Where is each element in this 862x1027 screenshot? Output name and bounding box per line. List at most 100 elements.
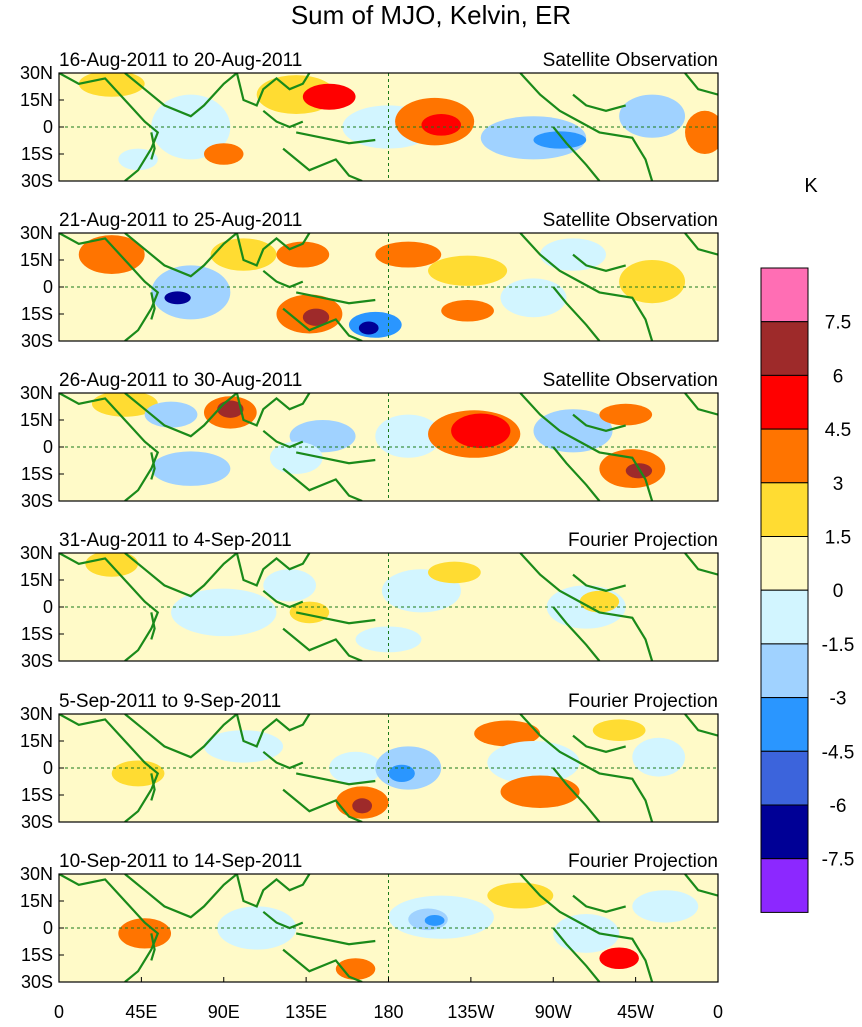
- coastline: [262, 429, 304, 449]
- colorbar-label: -4.5: [822, 742, 855, 763]
- colorbar-swatch: [760, 321, 809, 376]
- colorbar-label: -3: [830, 689, 847, 710]
- coastline: [150, 933, 156, 961]
- anomaly-contour: [164, 291, 191, 305]
- lat-label: 30N: [20, 223, 53, 243]
- lat-label: 30N: [20, 383, 53, 403]
- coastline: [572, 93, 626, 112]
- longitude-axis: 0 45E 90E 135E 180 135W 90W 45W 0: [54, 977, 723, 1022]
- coastline: [282, 467, 363, 501]
- colorbar-swatch: [760, 804, 809, 860]
- temperature-anomaly-field: [59, 73, 718, 181]
- coastline: [552, 927, 601, 982]
- map-panel-3: 30N 15N 0 15S 30S 26-Aug-2011 to 30-Aug-2011 S…: [20, 370, 719, 511]
- lat-label: 30S: [21, 171, 53, 191]
- panel-source: Fourier Projection: [568, 851, 718, 872]
- colorbar-swatch: [760, 858, 809, 913]
- coastline: [572, 253, 626, 272]
- anomaly-contour: [217, 906, 297, 950]
- lat-label: 15S: [21, 304, 53, 324]
- lon-label: 180: [373, 1002, 403, 1022]
- coastline: [262, 589, 304, 609]
- anomaly-contour: [421, 114, 461, 136]
- lat-label: 15N: [20, 891, 53, 911]
- coastline: [235, 714, 311, 748]
- lat-label: 0: [43, 758, 53, 778]
- lat-label: 15S: [21, 945, 53, 965]
- temperature-anomaly-field: [59, 714, 718, 822]
- coastline: [552, 126, 601, 181]
- coastline: [262, 269, 304, 289]
- lon-label: 135E: [285, 1002, 327, 1022]
- lat-label: 30S: [21, 812, 53, 832]
- coastline: [235, 393, 311, 427]
- anomaly-contour: [619, 260, 686, 304]
- anomaly-contour: [302, 83, 356, 110]
- coastline: [124, 874, 238, 919]
- anomaly-contour: [263, 569, 317, 602]
- anomaly-contour: [474, 720, 541, 747]
- colorbar-label: 1.5: [825, 528, 851, 549]
- lat-label: 30N: [20, 704, 53, 724]
- anomaly-contour: [579, 590, 620, 613]
- map-panel-4: 30N 15N 0 15S 30S 31-Aug-2011 to 4-Sep-2011 Fo…: [20, 530, 719, 671]
- lat-label: 0: [43, 918, 53, 938]
- lat-label: 30N: [20, 543, 53, 563]
- anomaly-contour: [500, 775, 580, 808]
- anomaly-contour: [388, 764, 415, 783]
- coastline: [59, 233, 160, 341]
- coastline: [235, 73, 311, 107]
- coastline: [552, 286, 601, 341]
- lat-label: 0: [43, 117, 53, 137]
- panel-source: Fourier Projection: [568, 691, 718, 712]
- lat-label: 15S: [21, 144, 53, 164]
- colorbar: K 7.5 6 4.5 3 1.5 0 -1.5 -3 -4.5 -6 -7.5: [760, 175, 855, 913]
- colorbar-swatch: [760, 428, 809, 484]
- lat-label: 0: [43, 437, 53, 457]
- lat-label: 15N: [20, 731, 53, 751]
- anomaly-contour: [335, 958, 376, 980]
- anomaly-contour: [553, 913, 620, 953]
- coastline: [295, 451, 376, 465]
- anomaly-contour: [151, 451, 231, 486]
- coastline: [282, 627, 363, 661]
- coastline: [262, 750, 304, 770]
- panel-source: Satellite Observation: [543, 210, 718, 231]
- colorbar-swatch: [760, 589, 809, 645]
- lon-label: 135W: [447, 1002, 494, 1022]
- lat-label: 30S: [21, 491, 53, 511]
- coastline: [295, 932, 376, 946]
- anomaly-contour: [599, 947, 639, 970]
- coastline: [262, 109, 304, 129]
- coastline: [282, 307, 363, 341]
- lat-label: 15S: [21, 464, 53, 484]
- coastline: [684, 233, 718, 256]
- lat-label: 15S: [21, 785, 53, 805]
- colorbar-label: -1.5: [822, 635, 855, 656]
- colorbar-swatch: [760, 536, 809, 591]
- coastline: [59, 553, 160, 661]
- anomaly-contour: [424, 915, 445, 926]
- panel-date-range: 10-Sep-2011 to 14-Sep-2011: [59, 851, 302, 872]
- coastline: [552, 606, 601, 661]
- lon-label: 90W: [535, 1002, 572, 1022]
- temperature-anomaly-field: [59, 874, 718, 982]
- lon-label: 45E: [125, 1002, 157, 1022]
- panel-date-range: 5-Sep-2011 to 9-Sep-2011: [59, 691, 281, 712]
- anomaly-contour: [118, 918, 172, 949]
- lat-label: 30S: [21, 651, 53, 671]
- lon-label: 0: [54, 1002, 64, 1022]
- coastline: [295, 611, 376, 625]
- colorbar-label: 4.5: [825, 420, 851, 441]
- lat-label: 15S: [21, 624, 53, 644]
- panel-date-range: 21-Aug-2011 to 25-Aug-2011: [59, 210, 302, 231]
- temperature-anomaly-field: [59, 233, 718, 341]
- coastline: [124, 393, 238, 438]
- anomaly-contour: [592, 719, 646, 741]
- anomaly-contour: [451, 413, 511, 449]
- coastline: [150, 773, 156, 801]
- coastline: [684, 553, 718, 576]
- lon-label: 90E: [208, 1002, 240, 1022]
- anomaly-contour: [302, 308, 330, 326]
- colorbar-swatch: [760, 697, 809, 752]
